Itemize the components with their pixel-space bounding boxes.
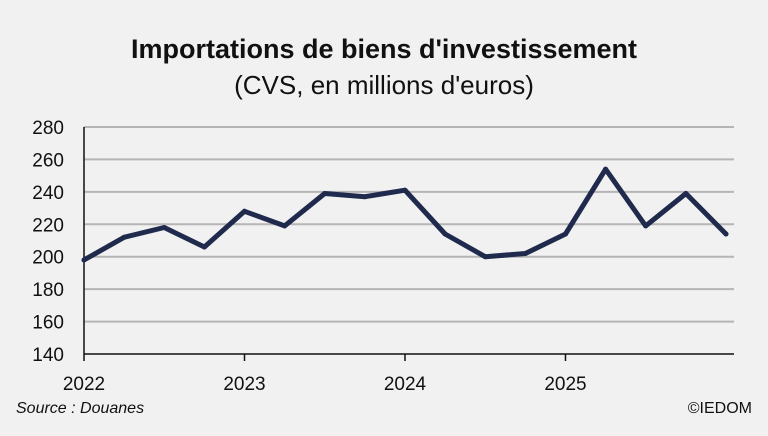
data-point — [121, 234, 127, 240]
x-tick-label: 2025 — [544, 374, 586, 395]
data-point — [201, 244, 207, 250]
chart-subtitle: (CVS, en millions d'euros) — [234, 70, 534, 100]
data-point — [161, 225, 167, 230]
x-tick-label: 2022 — [63, 374, 105, 395]
data-point — [563, 231, 568, 237]
y-tick-label: 220 — [32, 215, 64, 236]
data-point — [402, 187, 408, 193]
data-point — [723, 231, 729, 237]
series-line — [81, 166, 729, 263]
x-tick-label: 2024 — [384, 374, 427, 395]
y-tick-label: 140 — [32, 345, 64, 366]
data-point — [242, 208, 247, 214]
y-tick-label: 160 — [32, 313, 64, 334]
x-tick-label: 2023 — [223, 374, 265, 395]
data-point — [322, 191, 328, 196]
y-tick-label: 180 — [32, 280, 64, 301]
data-point — [362, 194, 368, 200]
data-point — [683, 191, 689, 196]
data-point — [522, 251, 528, 256]
chart-title: Importations de biens d'investissement — [130, 34, 638, 64]
data-point — [282, 223, 288, 229]
data-point — [643, 223, 649, 229]
data-point — [482, 254, 488, 260]
y-tick-label: 240 — [32, 183, 64, 204]
data-point — [442, 231, 448, 237]
data-point — [603, 166, 609, 172]
y-tick-label: 280 — [32, 118, 64, 139]
copyright-credit: ©IEDOM — [687, 400, 752, 417]
source-note: Source : Douanes — [16, 400, 145, 417]
data-point — [81, 257, 87, 263]
y-tick-label: 260 — [32, 150, 64, 171]
y-tick-label: 200 — [32, 248, 64, 269]
